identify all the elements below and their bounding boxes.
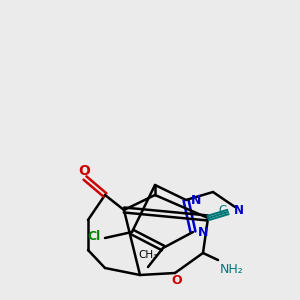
Text: Cl: Cl: [88, 230, 101, 244]
Text: O: O: [78, 164, 90, 178]
Text: NH₂: NH₂: [220, 263, 244, 276]
Text: N: N: [198, 226, 208, 238]
Text: N: N: [234, 205, 244, 218]
Text: CH₃: CH₃: [138, 250, 158, 260]
Text: N: N: [191, 194, 201, 206]
Text: C: C: [219, 205, 227, 218]
Text: O: O: [172, 274, 182, 286]
